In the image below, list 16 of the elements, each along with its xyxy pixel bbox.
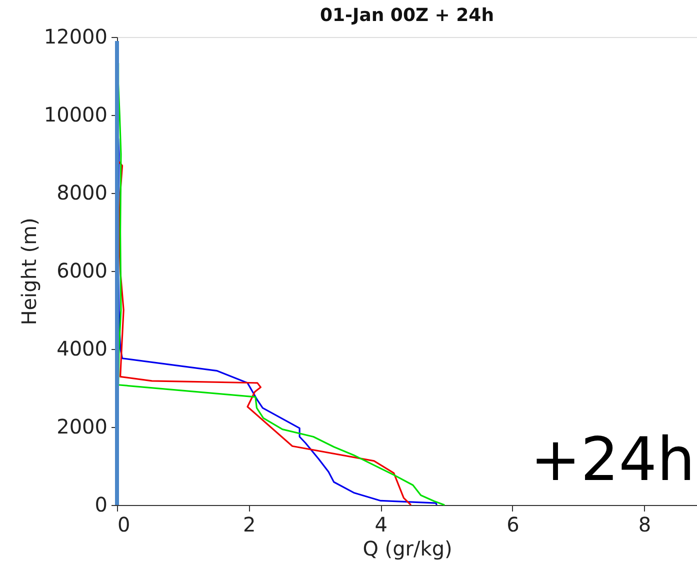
x-tick-label: 2: [242, 512, 256, 536]
y-axis-title: Height (m): [16, 218, 41, 326]
x-tick-label: 6: [506, 512, 520, 536]
y-tick-label: 4000: [56, 336, 108, 360]
chart-title: 01-Jan 00Z + 24h: [320, 5, 494, 26]
x-tick-label: 4: [374, 512, 388, 536]
y-tick-label: 10000: [44, 102, 108, 126]
y-tick-label: 0: [94, 492, 108, 516]
annotation: +24h: [530, 425, 695, 495]
x-axis-title: Q (gr/kg): [362, 536, 452, 560]
y-tick-label: 12000: [44, 24, 108, 48]
y-tick-label: 2000: [56, 414, 108, 438]
x-tick-label: 8: [638, 512, 652, 536]
y-tick-label: 8000: [56, 180, 108, 204]
y-tick-label: 6000: [56, 258, 108, 282]
x-tick-label: 0: [118, 512, 130, 536]
